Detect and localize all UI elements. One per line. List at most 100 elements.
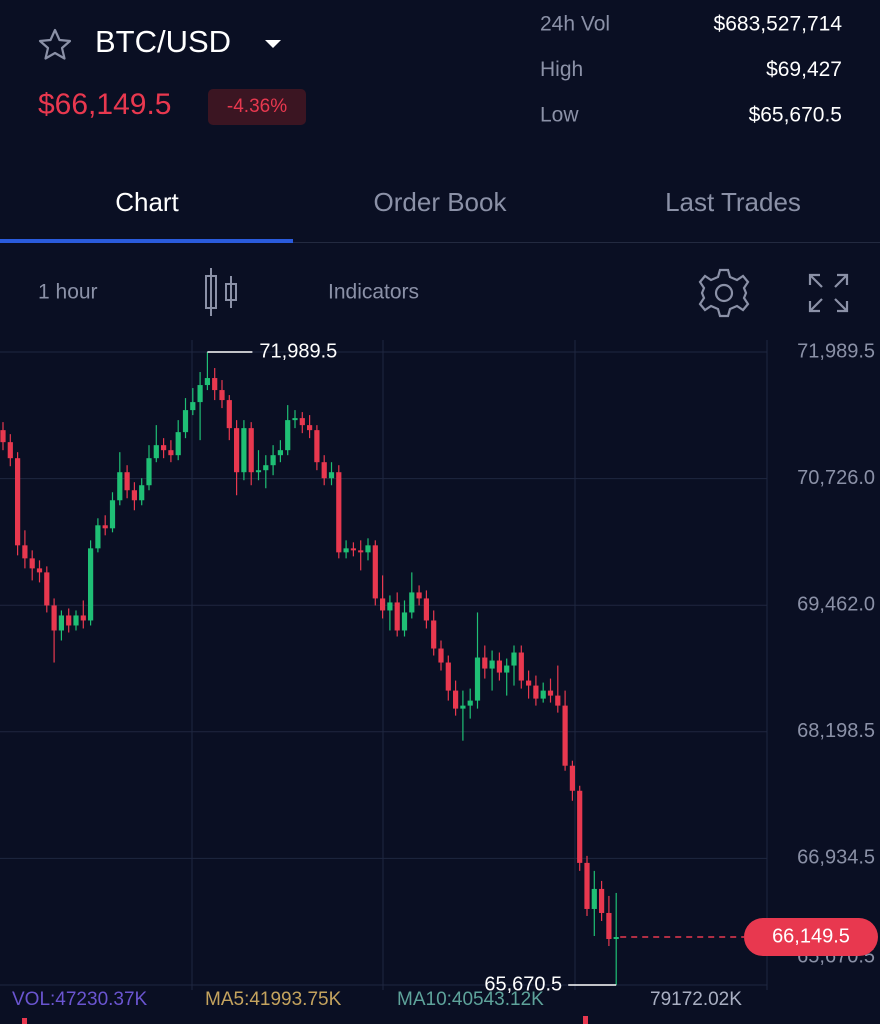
last-price-label: 66,149.5 — [772, 925, 850, 947]
candle-body — [73, 615, 79, 626]
candle-body — [226, 400, 232, 429]
candle-body — [606, 912, 612, 940]
stat-value: $69,427 — [766, 58, 842, 81]
candle-body — [117, 472, 123, 501]
candle-body — [88, 548, 94, 621]
candle-body — [161, 445, 167, 451]
candle-body — [299, 418, 305, 426]
candle-body — [29, 558, 35, 569]
last-price: $66,149.5 — [38, 88, 171, 121]
candle-body — [263, 465, 269, 471]
candle-body — [474, 657, 481, 701]
candle-body — [219, 390, 225, 401]
stat-value: $65,670.5 — [749, 104, 842, 127]
candle-body — [394, 602, 400, 631]
candle-body — [423, 598, 429, 621]
stat-label: Low — [540, 104, 579, 127]
stats: 24h Vol $683,527,714 High $69,427 Low $65,670… — [540, 13, 842, 127]
candle-body — [66, 615, 72, 626]
candle-body — [533, 685, 539, 699]
candle-body — [139, 485, 145, 501]
last-price-tag — [744, 918, 878, 957]
tab[interactable]: Last Trades — [665, 187, 801, 217]
candle-body — [102, 525, 108, 529]
pair-name[interactable]: BTC/USD — [95, 24, 231, 59]
candle-body — [409, 592, 415, 613]
pair-dropdown[interactable] — [265, 40, 281, 48]
tab-divider — [0, 242, 880, 243]
high-marker-label: 71,989.5 — [259, 340, 337, 362]
candle-body — [197, 385, 203, 403]
settings-icon[interactable] — [698, 268, 750, 318]
candle-body — [15, 458, 21, 546]
low-marker-label: 65,670.5 — [484, 973, 562, 995]
stat-label: High — [540, 58, 583, 81]
candle-body — [577, 790, 583, 863]
tab[interactable]: Chart — [115, 187, 179, 217]
candle-body — [314, 430, 320, 463]
candle-body — [285, 420, 291, 451]
candle-body — [190, 402, 196, 411]
candle-body — [234, 428, 240, 473]
candle-body — [482, 657, 488, 669]
candle-body — [540, 690, 546, 699]
candle-body — [175, 432, 181, 456]
candle-body — [270, 455, 276, 466]
stat-value: $683,527,714 — [714, 13, 843, 36]
candle-body — [613, 937, 619, 940]
candle-body — [131, 490, 137, 501]
candle-body — [36, 568, 43, 573]
candle-body — [489, 660, 495, 669]
y-tick-label: 66,934.5 — [797, 847, 875, 869]
candle-body — [182, 410, 189, 433]
indicators-button[interactable]: Indicators — [328, 281, 419, 304]
volume-bar-edge — [22, 1018, 27, 1024]
candle-body — [518, 652, 524, 681]
candle-body — [511, 652, 517, 666]
candle-body — [204, 378, 210, 386]
candle-body — [445, 662, 451, 691]
candle-body — [555, 695, 561, 706]
y-tick-label: 70,726.0 — [797, 467, 875, 489]
candle-body — [562, 705, 568, 766]
candle-body — [526, 680, 532, 686]
active-tab-indicator — [0, 239, 293, 243]
candle-body — [584, 862, 590, 909]
candle-body — [7, 442, 13, 459]
candle-body — [591, 888, 597, 909]
indicator-label: VOL:47230.37K — [12, 989, 148, 1010]
chart-type-icon[interactable] — [205, 268, 237, 316]
candle-body — [569, 765, 575, 791]
candle-body — [58, 615, 64, 631]
volume-bar-edge — [583, 1016, 588, 1024]
interval[interactable]: 1 hour — [38, 281, 98, 304]
candle-body — [255, 470, 262, 473]
candle-body — [343, 548, 349, 553]
candle-body — [599, 888, 605, 913]
candle-body — [95, 525, 101, 549]
candle-body — [438, 648, 444, 663]
candle-body — [547, 690, 554, 696]
candle-body — [277, 450, 283, 456]
candle-body — [80, 615, 86, 621]
candle-body — [416, 592, 422, 599]
tab[interactable]: Order Book — [374, 187, 508, 217]
candle-body — [453, 690, 459, 709]
candle-body — [44, 572, 50, 606]
candle-body — [460, 705, 466, 709]
candle-body — [372, 545, 378, 599]
y-tick-label: 68,198.5 — [797, 720, 875, 742]
candle-body — [431, 620, 437, 649]
candle-body — [0, 430, 6, 443]
stat-label: 24h Vol — [540, 13, 610, 36]
candle-body — [241, 428, 247, 473]
candle-body — [504, 665, 510, 673]
candle-body — [153, 445, 159, 459]
fullscreen-icon[interactable] — [808, 273, 849, 313]
y-tick-label: 69,462.0 — [797, 593, 875, 615]
favorite-star[interactable] — [38, 28, 72, 60]
